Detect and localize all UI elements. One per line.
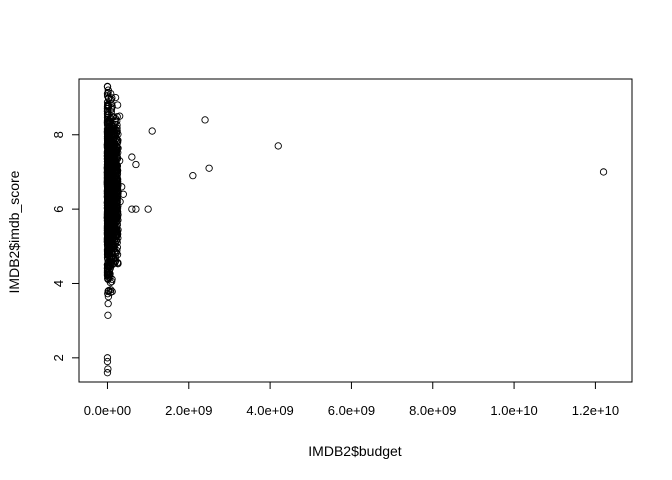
data-point xyxy=(118,183,126,191)
data-point xyxy=(104,365,112,373)
data-point xyxy=(103,240,112,249)
data-point xyxy=(113,197,122,206)
data-point xyxy=(128,205,136,213)
data-point xyxy=(103,357,112,366)
x-tick-label: 1.2e+10 xyxy=(572,403,619,418)
data-point xyxy=(114,136,122,144)
x-axis-title: IMDB2$budget xyxy=(308,443,402,459)
y-tick-label: 2 xyxy=(51,354,66,361)
data-point xyxy=(104,293,113,301)
data-point xyxy=(107,288,115,296)
x-tick-label: 1.0e+10 xyxy=(490,403,537,418)
data-point xyxy=(103,82,112,91)
data-point xyxy=(106,211,114,219)
plot-frame xyxy=(78,78,633,383)
data-point xyxy=(103,113,112,122)
data-point xyxy=(113,101,122,109)
data-point xyxy=(107,105,116,113)
data-point xyxy=(103,98,112,106)
data-point xyxy=(106,257,115,266)
data-point xyxy=(103,238,112,247)
y-tick-label: 6 xyxy=(51,206,66,213)
data-point xyxy=(112,159,120,167)
data-point xyxy=(205,164,213,172)
y-axis-title: IMDB2$imdb_score xyxy=(6,170,22,293)
x-tick-label: 0.0e+00 xyxy=(84,403,131,418)
data-point xyxy=(105,198,113,206)
data-point xyxy=(107,191,115,199)
data-point xyxy=(116,112,124,120)
data-point xyxy=(132,160,140,169)
data-point xyxy=(599,168,608,176)
data-point xyxy=(274,142,282,150)
data-point xyxy=(119,190,127,198)
data-point xyxy=(116,157,124,165)
x-axis: 0.0e+00 2.0e+09 4.0e+09 6.0e+09 8.0e+09 1.0e+… xyxy=(84,381,619,418)
data-point xyxy=(113,175,122,184)
y-tick-label: 4 xyxy=(51,280,66,287)
data-point xyxy=(111,93,120,102)
data-point xyxy=(110,130,118,138)
data-point xyxy=(201,116,209,124)
data-point xyxy=(103,190,112,199)
data-points xyxy=(103,82,608,377)
data-point xyxy=(103,369,112,377)
data-point xyxy=(104,163,112,171)
data-point xyxy=(103,168,112,176)
data-point xyxy=(104,86,112,94)
y-axis: 2 4 6 8 xyxy=(51,131,80,361)
data-point xyxy=(111,117,119,125)
data-point xyxy=(111,240,119,248)
y-tick-label: 8 xyxy=(51,131,66,138)
data-point xyxy=(111,253,120,262)
data-point xyxy=(148,127,156,135)
data-point xyxy=(105,195,113,203)
data-point xyxy=(132,205,140,213)
data-point xyxy=(104,300,112,308)
data-point xyxy=(104,152,112,160)
data-point xyxy=(189,172,197,180)
data-point xyxy=(103,250,112,259)
data-point xyxy=(144,205,152,213)
data-point xyxy=(110,152,119,160)
data-point xyxy=(109,126,117,134)
data-point xyxy=(107,229,115,237)
data-point xyxy=(104,140,112,149)
data-point xyxy=(110,143,118,151)
data-point xyxy=(108,275,116,283)
x-tick-label: 6.0e+09 xyxy=(328,403,375,418)
data-point xyxy=(110,146,118,155)
data-point xyxy=(103,218,112,227)
data-point xyxy=(106,183,114,192)
data-point xyxy=(104,125,112,133)
data-point xyxy=(107,164,115,172)
data-point xyxy=(116,198,124,206)
data-point xyxy=(105,261,113,269)
data-point xyxy=(113,212,121,220)
data-point xyxy=(104,275,112,284)
data-point xyxy=(103,111,112,119)
data-point xyxy=(105,170,113,179)
data-point xyxy=(111,257,119,266)
data-point xyxy=(110,244,118,253)
data-point xyxy=(103,354,112,362)
data-point xyxy=(103,100,112,109)
x-tick-label: 8.0e+09 xyxy=(409,403,456,418)
x-tick-label: 4.0e+09 xyxy=(246,403,293,418)
data-point xyxy=(128,153,136,161)
data-point xyxy=(109,168,117,176)
data-point xyxy=(104,311,112,319)
data-point xyxy=(106,273,114,281)
x-tick-label: 2.0e+09 xyxy=(165,403,212,418)
data-point xyxy=(108,94,116,102)
data-point xyxy=(112,207,120,215)
